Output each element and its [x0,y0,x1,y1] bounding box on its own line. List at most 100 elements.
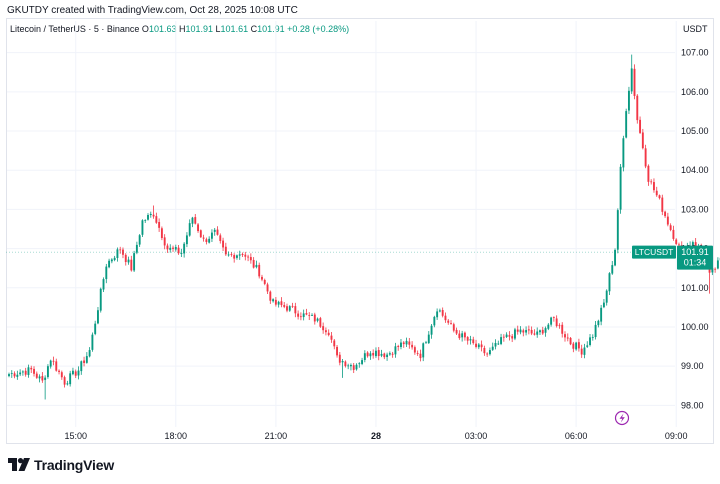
candle-body [147,215,149,220]
candle-body [483,347,486,354]
candle-body [505,334,508,337]
x-tick-label: 06:00 [565,431,588,441]
price-tag: LTCUSDT 101.91 01:34 [632,245,713,270]
candle-body [636,95,639,121]
candle-body [208,238,211,243]
candle-body [174,247,177,250]
candle-body [197,224,199,232]
candle-body [641,132,644,149]
legend-close: C101.91 [250,24,285,34]
candle-body [586,345,589,347]
candle-body [83,360,86,363]
candle-body [497,343,500,345]
candle-body [160,228,163,239]
candle-body [49,360,52,367]
candle-body [644,148,647,167]
lightning-bolt-icon[interactable] [614,410,630,426]
candle-body [375,350,377,357]
candle-body [625,111,628,138]
legend-low: L101.61 [215,24,249,34]
candle-body [619,166,622,210]
candle-body [319,318,322,327]
candle-body [202,237,205,239]
last-price-text: 101.91 [681,247,709,257]
candle-body [241,253,244,255]
candle-body [594,324,597,338]
candle-body [305,313,308,315]
candle-body [102,279,105,290]
candle-body [408,341,411,345]
candle-body [141,220,144,235]
y-tick-label: 100.00 [681,322,709,332]
candle-body [177,247,180,254]
candle-body [388,353,391,355]
symbol-tag [632,245,676,259]
candle-body [650,181,653,183]
candle-body [500,337,503,344]
candles [8,54,720,400]
candle-body [530,329,533,334]
candle-body [224,246,227,255]
candle-body [402,342,405,345]
candle-body [608,273,611,292]
candle-body [672,229,675,239]
candle-body [655,190,658,196]
candle-body [580,348,583,355]
candle-body [135,244,138,253]
candle-body [124,254,127,263]
candle-body [24,370,27,375]
candle-body [558,325,561,327]
candle-body [69,373,72,385]
candle-body [99,288,102,311]
candle-body [244,254,247,257]
candle-body [525,330,528,333]
candle-body [616,210,619,250]
candle-body [564,334,566,338]
tradingview-branding[interactable]: TradingView [8,456,114,474]
last-price-box [677,245,713,270]
candle-body [85,356,88,363]
candle-body [711,268,714,273]
candle-body [188,223,191,236]
candle-body [222,240,225,248]
candle-body [647,165,650,182]
candle-body [397,346,400,347]
candle-body [519,329,522,333]
candle-body [324,330,327,333]
candle-body [633,68,636,96]
candle-body [119,249,122,251]
legend-symbol[interactable]: Litecoin / TetherUS · 5 · Binance [10,24,140,34]
candle-body [71,370,74,375]
candle-body [566,337,569,339]
candle-body [450,323,452,324]
candle-body [272,299,275,302]
candle-body [347,365,350,367]
currency-label[interactable]: USDT [683,24,708,34]
candle-body [369,353,372,357]
candle-body [461,333,464,338]
candle-body [163,237,166,246]
candle-body [436,311,439,318]
candle-body [614,249,616,266]
y-tick-label: 98.00 [681,400,704,410]
candle-body [169,247,172,250]
candle-body [80,361,83,372]
candle-body [10,372,13,374]
candle-body [313,314,316,322]
candle-body [58,370,60,372]
brand-name: TradingView [34,457,115,473]
candle-body [316,318,319,321]
candle-body [261,276,263,280]
candle-body [475,343,477,347]
legend-change: +0.28 (+0.28%) [287,24,350,34]
candle-body [255,264,258,268]
y-tick-label: 99.00 [681,361,704,371]
candle-body [127,259,130,263]
y-axis: 98.0099.00100.00101.00102.00103.00104.00… [681,48,709,411]
candle-body [288,306,291,311]
candle-body [308,315,311,316]
candle-body [94,323,97,334]
candle-body [653,182,655,191]
candle-body [488,350,491,355]
